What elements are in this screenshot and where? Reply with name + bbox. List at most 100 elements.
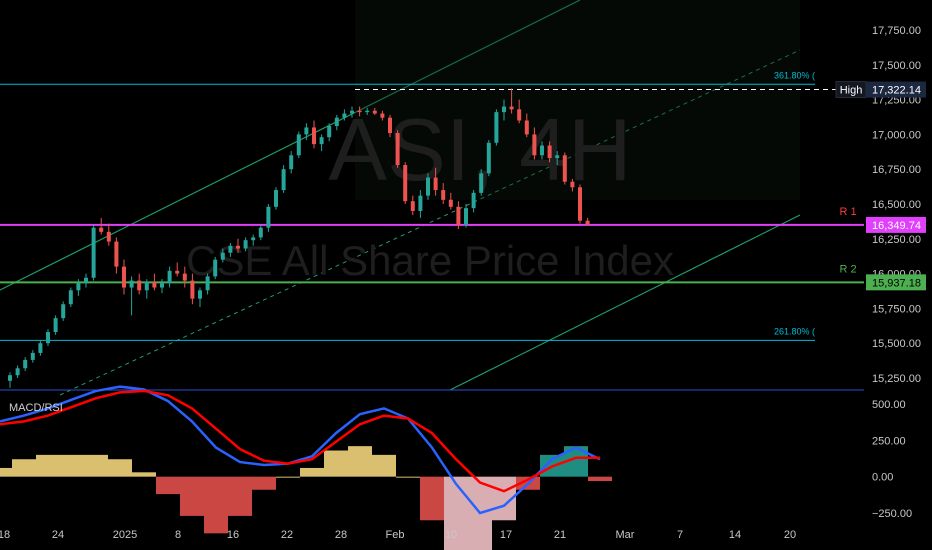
candle-body bbox=[84, 277, 88, 284]
level-label-fib-361: 361.80% ( bbox=[774, 70, 815, 80]
candle-body bbox=[243, 240, 248, 249]
candle-body bbox=[8, 375, 12, 381]
candles bbox=[8, 88, 590, 388]
candle-body bbox=[486, 142, 491, 174]
candle-body bbox=[365, 110, 370, 113]
candle-body bbox=[403, 165, 408, 202]
candle-body bbox=[122, 266, 126, 288]
channel-upper-line bbox=[0, 0, 581, 291]
candle-body bbox=[160, 283, 164, 288]
macd-panel-title: MACD/RSI bbox=[9, 402, 63, 414]
candle-body bbox=[274, 190, 278, 207]
date-axis: 18 24 2025 8 16 22 28 Feb 10 17 21 Mar 7 14 20 bbox=[0, 529, 796, 541]
candle-body bbox=[53, 318, 58, 333]
watermark: ASI, 4H CSE All Share Price Index bbox=[186, 100, 674, 284]
candle-body bbox=[266, 206, 271, 228]
macd-histogram-bar bbox=[12, 459, 36, 477]
candle-body bbox=[258, 227, 263, 238]
macd-histogram-bar bbox=[156, 476, 180, 495]
macd-tick-label: 250.00 bbox=[872, 435, 906, 447]
candle-body bbox=[23, 359, 28, 369]
level-tag-r1: R 1 bbox=[839, 206, 856, 218]
date-tick-label: 8 bbox=[175, 529, 181, 541]
candle-body bbox=[15, 368, 20, 376]
date-tick-label: 7 bbox=[677, 529, 683, 541]
candle-body bbox=[129, 280, 134, 288]
level-value-box-r2 bbox=[866, 274, 926, 291]
macd-histogram-bar bbox=[0, 467, 12, 477]
high-tag-text: High bbox=[840, 85, 863, 97]
candle-body bbox=[319, 137, 324, 145]
date-tick-label: 16 bbox=[227, 529, 239, 541]
macd-histogram-bar bbox=[396, 476, 420, 478]
macd-line bbox=[0, 385, 601, 515]
macd-histogram-bar bbox=[420, 476, 444, 521]
candle-body bbox=[532, 134, 537, 156]
candle-body bbox=[304, 127, 309, 135]
macd-panel bbox=[0, 385, 612, 550]
candle-body bbox=[585, 220, 590, 225]
date-tick-label: 24 bbox=[52, 529, 64, 541]
macd-histogram-bar bbox=[276, 476, 300, 478]
price-tick-label: 16,250.00 bbox=[872, 234, 921, 246]
candle-body bbox=[388, 117, 392, 134]
candle-body bbox=[334, 117, 339, 127]
macd-histogram-bar bbox=[84, 454, 108, 477]
candle-body bbox=[570, 181, 575, 188]
candle-body bbox=[220, 252, 225, 260]
date-tick-label: 14 bbox=[729, 529, 741, 541]
macd-histogram-bar bbox=[300, 467, 324, 477]
macd-histogram-bar bbox=[108, 459, 132, 477]
macd-histogram-bar bbox=[132, 472, 156, 477]
date-tick-label: 21 bbox=[554, 529, 566, 541]
price-tick-label: 15,500.00 bbox=[872, 338, 921, 350]
candle-body bbox=[296, 134, 301, 156]
watermark-name: CSE All Share Price Index bbox=[186, 237, 674, 284]
price-tick-label: 15,750.00 bbox=[872, 303, 921, 315]
candle-body bbox=[578, 187, 582, 221]
candle-body bbox=[46, 332, 50, 344]
candle-body bbox=[213, 259, 218, 277]
candle-body bbox=[251, 237, 256, 241]
candle-body bbox=[418, 195, 423, 211]
candle-body bbox=[464, 208, 468, 225]
price-tick-label: 17,250.00 bbox=[872, 95, 921, 107]
macd-histogram-bar bbox=[228, 476, 252, 516]
candle-body bbox=[152, 281, 157, 288]
price-tick-label: 15,250.00 bbox=[872, 373, 921, 385]
candle-body bbox=[327, 126, 332, 138]
candle-body bbox=[380, 113, 385, 118]
candle-body bbox=[433, 177, 438, 191]
candle-body bbox=[281, 169, 286, 191]
candle-body bbox=[448, 199, 453, 207]
macd-histogram-bar bbox=[348, 446, 372, 477]
macd-tick-label: 0.00 bbox=[872, 472, 893, 484]
candle-body bbox=[509, 106, 514, 110]
macd-histogram-bar bbox=[252, 476, 276, 490]
date-tick-label: Feb bbox=[386, 529, 405, 541]
candle-body bbox=[562, 155, 567, 182]
candle-body bbox=[350, 110, 354, 114]
candle-body bbox=[205, 276, 210, 291]
price-tick-label: 16,500.00 bbox=[872, 199, 921, 211]
candle-body bbox=[502, 106, 506, 113]
level-value-r2: 15,937.18 bbox=[872, 277, 921, 289]
candle-body bbox=[517, 109, 522, 121]
candle-body bbox=[167, 270, 172, 284]
level-tag-r2: R 2 bbox=[839, 263, 856, 275]
candle-body bbox=[426, 177, 430, 196]
candle-body bbox=[61, 304, 66, 319]
candle-body bbox=[182, 273, 187, 281]
candle-body bbox=[198, 290, 202, 299]
date-tick-label: 2025 bbox=[113, 529, 137, 541]
channel-lines bbox=[0, 0, 801, 396]
high-value-text: 17,322.14 bbox=[872, 85, 921, 97]
macd-histogram-bar bbox=[36, 454, 60, 477]
price-tick-label: 17,750.00 bbox=[872, 25, 921, 37]
date-tick-label: 17 bbox=[500, 529, 512, 541]
candle-body bbox=[410, 201, 415, 211]
level-value-r1: 16,349.74 bbox=[872, 220, 921, 232]
price-tick-label: 16,750.00 bbox=[872, 164, 921, 176]
